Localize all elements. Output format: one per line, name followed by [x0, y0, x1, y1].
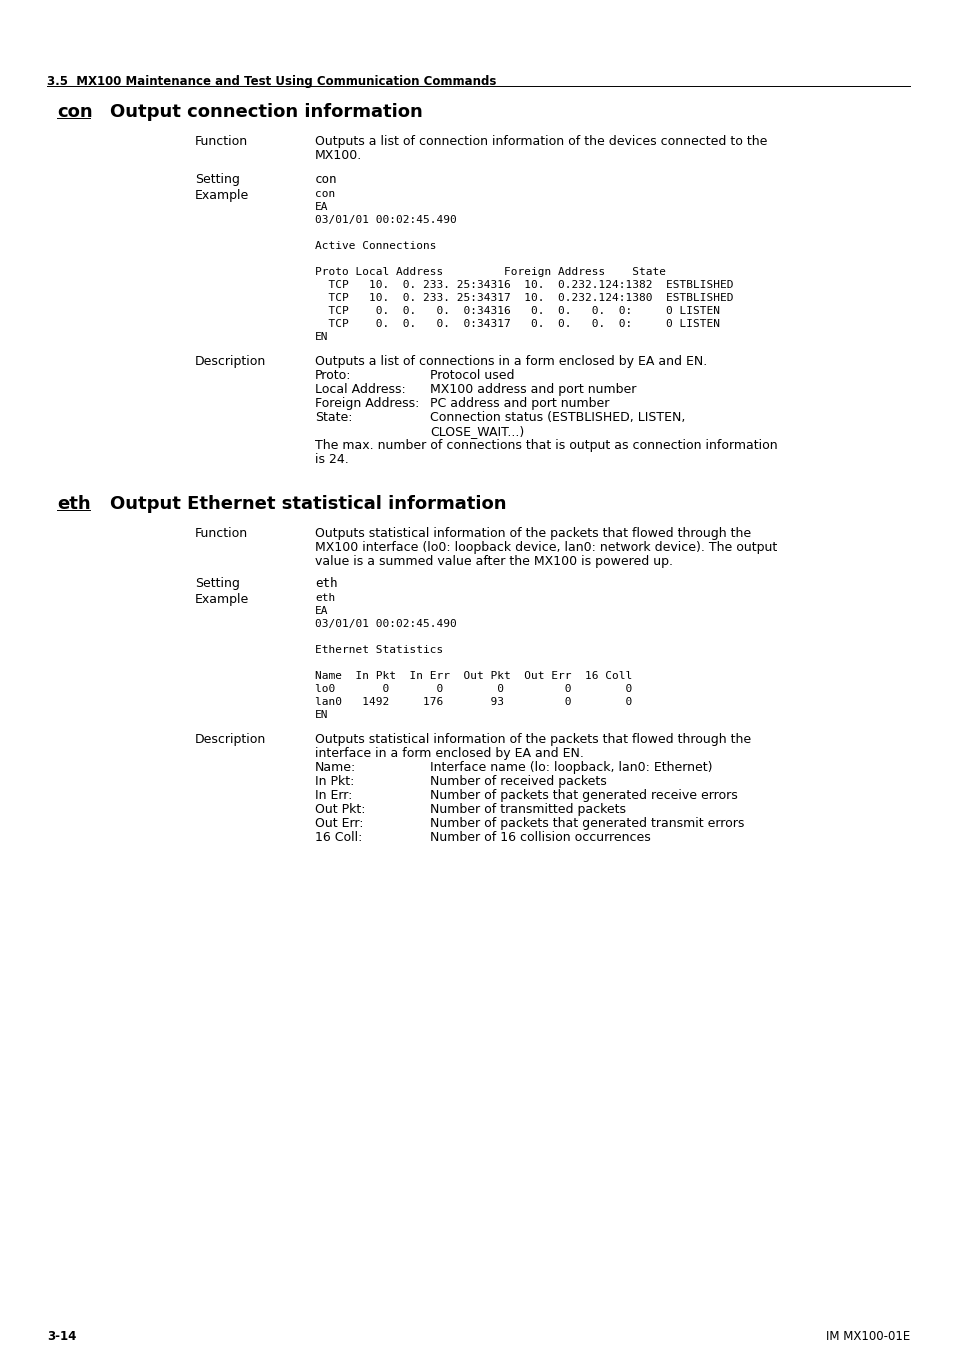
Text: Description: Description [194, 355, 266, 369]
Text: interface in a form enclosed by EA and EN.: interface in a form enclosed by EA and E… [314, 747, 583, 760]
Text: Output connection information: Output connection information [110, 103, 422, 122]
Text: Setting: Setting [194, 173, 239, 186]
Text: Setting: Setting [194, 576, 239, 590]
Text: Proto:: Proto: [314, 369, 351, 382]
Text: EA: EA [314, 606, 328, 616]
Text: EN: EN [314, 332, 328, 342]
Text: Number of packets that generated receive errors: Number of packets that generated receive… [430, 788, 737, 802]
Text: Foreign Address:: Foreign Address: [314, 397, 419, 410]
Text: Number of packets that generated transmit errors: Number of packets that generated transmi… [430, 817, 743, 830]
Text: EN: EN [314, 710, 328, 720]
Text: 03/01/01 00:02:45.490: 03/01/01 00:02:45.490 [314, 620, 456, 629]
Text: State:: State: [314, 410, 352, 424]
Text: Outputs a list of connections in a form enclosed by EA and EN.: Outputs a list of connections in a form … [314, 355, 706, 369]
Text: Out Err:: Out Err: [314, 817, 363, 830]
Text: MX100 interface (lo0: loopback device, lan0: network device). The output: MX100 interface (lo0: loopback device, l… [314, 541, 777, 554]
Text: Out Pkt:: Out Pkt: [314, 803, 365, 815]
Text: Output Ethernet statistical information: Output Ethernet statistical information [110, 495, 506, 513]
Text: Name  In Pkt  In Err  Out Pkt  Out Err  16 Coll: Name In Pkt In Err Out Pkt Out Err 16 Co… [314, 671, 632, 680]
Text: Number of received packets: Number of received packets [430, 775, 606, 788]
Text: Function: Function [194, 526, 248, 540]
Text: MX100.: MX100. [314, 148, 362, 162]
Text: con: con [314, 189, 335, 198]
Text: 03/01/01 00:02:45.490: 03/01/01 00:02:45.490 [314, 215, 456, 225]
Text: Interface name (lo: loopback, lan0: Ethernet): Interface name (lo: loopback, lan0: Ethe… [430, 761, 712, 774]
Text: Protocol used: Protocol used [430, 369, 514, 382]
Text: lo0       0       0        0         0        0: lo0 0 0 0 0 0 [314, 684, 632, 694]
Text: Connection status (ESTBLISHED, LISTEN,: Connection status (ESTBLISHED, LISTEN, [430, 410, 684, 424]
Text: MX100 address and port number: MX100 address and port number [430, 383, 636, 396]
Text: Outputs a list of connection information of the devices connected to the: Outputs a list of connection information… [314, 135, 766, 148]
Text: CLOSE_WAIT...): CLOSE_WAIT...) [430, 425, 524, 437]
Text: con: con [314, 173, 337, 186]
Text: IM MX100-01E: IM MX100-01E [825, 1330, 909, 1343]
Text: TCP   10.  0. 233. 25:34317  10.  0.232.124:1380  ESTBLISHED: TCP 10. 0. 233. 25:34317 10. 0.232.124:1… [314, 293, 733, 302]
Text: Number of transmitted packets: Number of transmitted packets [430, 803, 625, 815]
Text: Proto Local Address         Foreign Address    State: Proto Local Address Foreign Address Stat… [314, 267, 665, 277]
Text: Example: Example [194, 189, 249, 202]
Text: The max. number of connections that is output as connection information: The max. number of connections that is o… [314, 439, 777, 452]
Text: eth: eth [57, 495, 91, 513]
Text: In Err:: In Err: [314, 788, 352, 802]
Text: 16 Coll:: 16 Coll: [314, 832, 362, 844]
Text: 3.5  MX100 Maintenance and Test Using Communication Commands: 3.5 MX100 Maintenance and Test Using Com… [47, 76, 496, 88]
Text: Name:: Name: [314, 761, 355, 774]
Text: EA: EA [314, 202, 328, 212]
Text: Local Address:: Local Address: [314, 383, 405, 396]
Text: lan0   1492     176       93         0        0: lan0 1492 176 93 0 0 [314, 697, 632, 707]
Text: Outputs statistical information of the packets that flowed through the: Outputs statistical information of the p… [314, 733, 750, 747]
Text: TCP   10.  0. 233. 25:34316  10.  0.232.124:1382  ESTBLISHED: TCP 10. 0. 233. 25:34316 10. 0.232.124:1… [314, 279, 733, 290]
Text: 3-14: 3-14 [47, 1330, 76, 1343]
Text: In Pkt:: In Pkt: [314, 775, 354, 788]
Text: TCP    0.  0.   0.  0:34316   0.  0.   0.  0:     0 LISTEN: TCP 0. 0. 0. 0:34316 0. 0. 0. 0: 0 LISTE… [314, 306, 720, 316]
Text: Active Connections: Active Connections [314, 242, 436, 251]
Text: con: con [57, 103, 92, 122]
Text: Ethernet Statistics: Ethernet Statistics [314, 645, 443, 655]
Text: Function: Function [194, 135, 248, 148]
Text: is 24.: is 24. [314, 454, 349, 466]
Text: TCP    0.  0.   0.  0:34317   0.  0.   0.  0:     0 LISTEN: TCP 0. 0. 0. 0:34317 0. 0. 0. 0: 0 LISTE… [314, 319, 720, 329]
Text: eth: eth [314, 593, 335, 603]
Text: value is a summed value after the MX100 is powered up.: value is a summed value after the MX100 … [314, 555, 672, 568]
Text: Example: Example [194, 593, 249, 606]
Text: PC address and port number: PC address and port number [430, 397, 609, 410]
Text: Description: Description [194, 733, 266, 747]
Text: Outputs statistical information of the packets that flowed through the: Outputs statistical information of the p… [314, 526, 750, 540]
Text: Number of 16 collision occurrences: Number of 16 collision occurrences [430, 832, 650, 844]
Text: eth: eth [314, 576, 337, 590]
